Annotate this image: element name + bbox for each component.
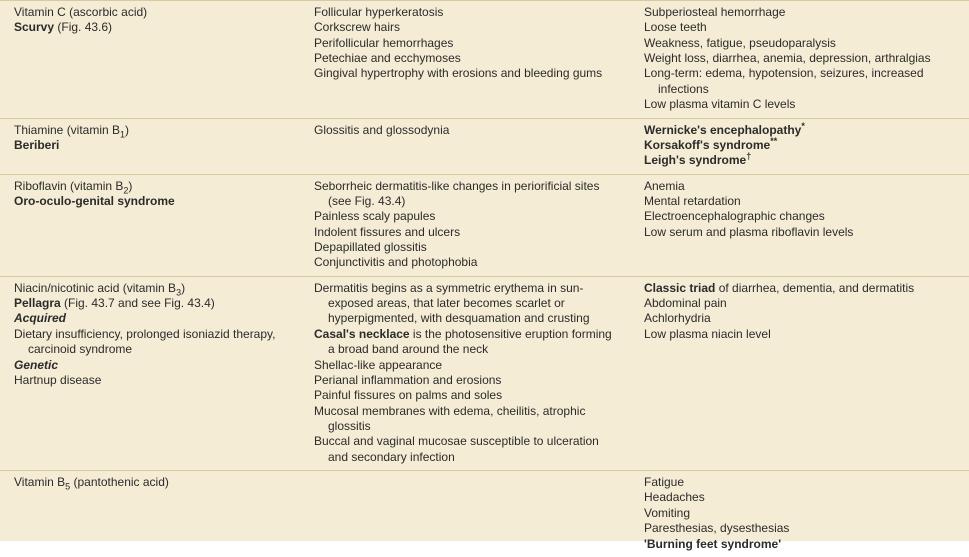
text-line: Vitamin B5 (pantothenic acid) <box>14 475 290 490</box>
text-line: Conjunctivitis and photophobia <box>314 255 620 270</box>
text-line: Mental retardation <box>644 194 959 209</box>
text-line: Low serum and plasma riboflavin levels <box>644 225 959 240</box>
text-line: Painless scaly papules <box>314 209 620 224</box>
table-cell: Glossitis and glossodynia <box>300 119 630 174</box>
text-line: Thiamine (vitamin B1) <box>14 123 290 138</box>
text-line: Gingival hypertrophy with erosions and b… <box>314 66 620 81</box>
text-line: Casal's necklace is the photosensitive e… <box>314 327 620 358</box>
text-line: Buccal and vaginal mucosae susceptible t… <box>314 434 620 465</box>
text-line: Fatigue <box>644 475 959 490</box>
text-line: Abdominal pain <box>644 296 959 311</box>
text-line: Seborrheic dermatitis-like changes in pe… <box>314 179 620 210</box>
text-line: Headaches <box>644 490 959 505</box>
table-row: Riboflavin (vitamin B2)Oro-oculo-genital… <box>0 174 969 276</box>
text-line: Indolent fissures and ulcers <box>314 225 620 240</box>
table-cell: Vitamin B5 (pantothenic acid) <box>0 471 300 557</box>
text-line: Subperiosteal hemorrhage <box>644 5 959 20</box>
text-line: Loose teeth <box>644 20 959 35</box>
table-cell: Wernicke's encephalopathy*Korsakoff's sy… <box>630 119 969 174</box>
table-row: Niacin/nicotinic acid (vitamin B3)Pellag… <box>0 276 969 470</box>
text-line: Leigh's syndrome† <box>644 153 959 168</box>
table-row: Vitamin C (ascorbic acid)Scurvy (Fig. 43… <box>0 0 969 118</box>
text-line: Vitamin C (ascorbic acid) <box>14 5 290 20</box>
text-line: Anemia <box>644 179 959 194</box>
table-cell: Vitamin C (ascorbic acid)Scurvy (Fig. 43… <box>0 1 300 118</box>
table-row: Thiamine (vitamin B1)Beriberi Glossitis a… <box>0 118 969 174</box>
table-cell: Dermatitis begins as a symmetric erythem… <box>300 277 630 470</box>
text-line: Follicular hyperkeratosis <box>314 5 620 20</box>
text-line: Wernicke's encephalopathy* <box>644 123 959 138</box>
text-line: Niacin/nicotinic acid (vitamin B3) <box>14 281 290 296</box>
text-line: Petechiae and ecchymoses <box>314 51 620 66</box>
table-cell: Riboflavin (vitamin B2)Oro-oculo-genital… <box>0 175 300 276</box>
table-row: Vitamin B5 (pantothenic acid) FatigueHead… <box>0 470 969 557</box>
text-line: Shellac-like appearance <box>314 358 620 373</box>
text-line: Dermatitis begins as a symmetric erythem… <box>314 281 620 327</box>
text-line: Weakness, fatigue, pseudoparalysis <box>644 36 959 51</box>
text-line: Hartnup disease <box>14 373 290 388</box>
table-cell: Follicular hyperkeratosisCorkscrew hairs… <box>300 1 630 118</box>
text-line: 'Burning feet syndrome' <box>644 537 959 552</box>
text-line: Long-term: edema, hypotension, seizures,… <box>644 66 959 97</box>
text-line: Beriberi <box>14 138 290 153</box>
text-line: Oro-oculo-genital syndrome <box>14 194 290 209</box>
table-cell: Niacin/nicotinic acid (vitamin B3)Pellag… <box>0 277 300 470</box>
table-cell: FatigueHeadachesVomitingParesthesias, dy… <box>630 471 969 557</box>
text-line: Depapillated glossitis <box>314 240 620 255</box>
text-line: Scurvy (Fig. 43.6) <box>14 20 290 35</box>
text-line: Perifollicular hemorrhages <box>314 36 620 51</box>
text-line: Classic triad of diarrhea, dementia, and… <box>644 281 959 296</box>
text-line: Low plasma niacin level <box>644 327 959 342</box>
text-line: Paresthesias, dysesthesias <box>644 521 959 536</box>
text-line: Perianal inflammation and erosions <box>314 373 620 388</box>
text-line: Vomiting <box>644 506 959 521</box>
text-line: Pellagra (Fig. 43.7 and see Fig. 43.4) <box>14 296 290 311</box>
text-line: Electroencephalographic changes <box>644 209 959 224</box>
vitamin-deficiency-table: Vitamin C (ascorbic acid)Scurvy (Fig. 43… <box>0 0 969 541</box>
table-cell: Seborrheic dermatitis-like changes in pe… <box>300 175 630 276</box>
text-line: Low plasma vitamin C levels <box>644 97 959 112</box>
text-line: Glossitis and glossodynia <box>314 123 620 138</box>
text-line: Dietary insufficiency, prolonged isoniaz… <box>14 327 290 358</box>
table-cell: Classic triad of diarrhea, dementia, and… <box>630 277 969 470</box>
text-line: Riboflavin (vitamin B2) <box>14 179 290 194</box>
text-line: Korsakoff's syndrome** <box>644 138 959 153</box>
table-cell: Subperiosteal hemorrhageLoose teethWeakn… <box>630 1 969 118</box>
text-line: Mucosal membranes with edema, cheilitis,… <box>314 404 620 435</box>
text-line: Achlorhydria <box>644 311 959 326</box>
table-cell <box>300 471 630 557</box>
text-line: Corkscrew hairs <box>314 20 620 35</box>
text-line: Acquired <box>14 311 290 326</box>
text-line: Genetic <box>14 358 290 373</box>
table-cell: AnemiaMental retardationElectroencephalo… <box>630 175 969 276</box>
text-line: Painful fissures on palms and soles <box>314 388 620 403</box>
table-cell: Thiamine (vitamin B1)Beriberi <box>0 119 300 174</box>
text-line: Weight loss, diarrhea, anemia, depressio… <box>644 51 959 66</box>
